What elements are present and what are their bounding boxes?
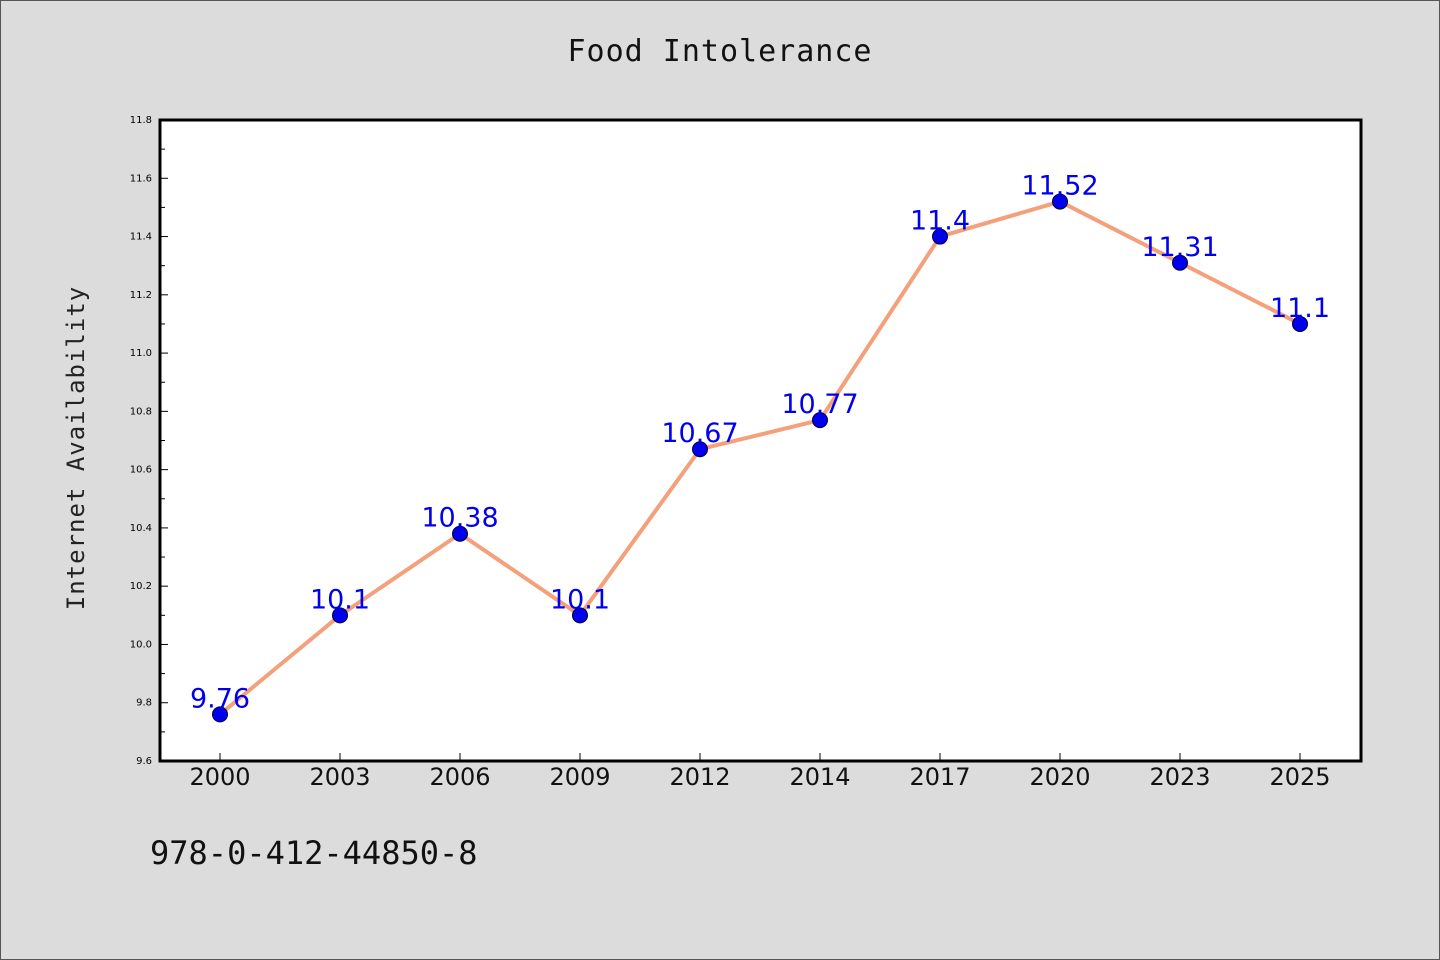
data-label: 11.31 <box>1141 232 1218 263</box>
data-label: 10.38 <box>421 503 498 534</box>
x-tick-label: 2025 <box>1269 763 1330 791</box>
x-tick-label: 2012 <box>669 763 730 791</box>
y-tick-label: 11.0 <box>130 348 152 359</box>
y-tick-label: 10.4 <box>130 523 152 534</box>
chart-title: Food Intolerance <box>567 34 873 69</box>
plot-border <box>158 118 1363 763</box>
x-tick-label: 2003 <box>309 763 370 791</box>
data-labels: 9.76 10.1 10.38 10.1 10.67 10.77 11.4 11.52 11.3… <box>190 171 1330 715</box>
y-tick-label: 11.2 <box>130 290 152 301</box>
data-label: 10.1 <box>550 584 610 615</box>
x-tick-label: 2023 <box>1149 763 1210 791</box>
series-markers <box>212 193 1308 723</box>
data-label: 11.52 <box>1021 171 1098 202</box>
y-tick-label: 9.6 <box>136 756 152 767</box>
x-axis-ticks: 2000 2003 2006 2009 2012 2014 2017 2020 2023 2025 <box>189 753 1331 791</box>
data-label: 11.4 <box>910 206 970 237</box>
plot-area <box>160 120 1361 761</box>
x-tick-label: 2009 <box>549 763 610 791</box>
y-tick-label: 10.0 <box>130 639 152 650</box>
x-tick-label: 2006 <box>429 763 490 791</box>
y-tick-label: 11.8 <box>130 115 152 126</box>
series-line <box>218 199 1301 716</box>
y-tick-label: 11.4 <box>130 232 152 243</box>
isbn-text: 978-0-412-44850-8 <box>150 834 478 872</box>
data-point <box>572 607 588 624</box>
data-label: 10.77 <box>781 389 858 420</box>
data-point <box>812 412 828 429</box>
data-point <box>932 228 948 245</box>
y-tick-label: 9.8 <box>136 698 152 709</box>
x-tick-label: 2014 <box>789 763 850 791</box>
data-label: 10.67 <box>661 418 738 449</box>
y-tick-label: 10.6 <box>130 465 152 476</box>
x-tick-label: 2020 <box>1029 763 1090 791</box>
data-point <box>1052 193 1068 210</box>
y-tick-label: 11.6 <box>130 173 152 184</box>
data-point <box>1292 315 1308 332</box>
data-point <box>1172 254 1188 271</box>
data-point <box>692 441 708 458</box>
data-point <box>332 607 348 624</box>
data-label: 10.1 <box>310 584 370 615</box>
data-point <box>212 706 228 723</box>
data-label: 11.1 <box>1270 293 1330 324</box>
y-tick-label: 10.8 <box>130 406 152 417</box>
data-label: 9.76 <box>190 683 250 714</box>
x-tick-label: 2000 <box>189 763 250 791</box>
data-point <box>452 525 468 542</box>
y-tick-label: 10.2 <box>130 581 152 592</box>
x-tick-label: 2017 <box>909 763 970 791</box>
